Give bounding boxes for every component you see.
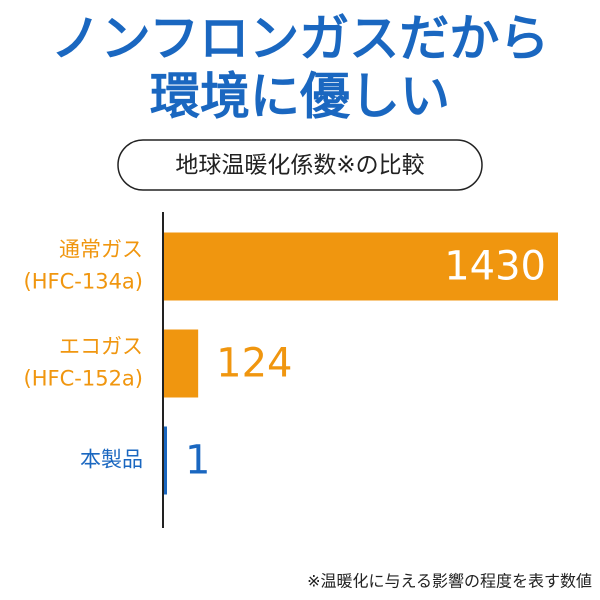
category-label: 本製品 xyxy=(80,448,143,472)
value-label: 1430 xyxy=(444,244,546,290)
chart-title: 環境に優しい xyxy=(150,68,450,126)
category-label: 通常ガス xyxy=(59,238,143,262)
bar xyxy=(164,329,199,398)
footnote: ※温暖化に与える影響の程度を表す数値 xyxy=(307,572,592,591)
chart-title: ノンフロンガスだから xyxy=(51,10,550,68)
subtitle-box xyxy=(117,139,483,191)
bar xyxy=(164,232,558,301)
category-label: (HFC-134a) xyxy=(24,270,143,294)
category-label: (HFC-152a) xyxy=(24,367,143,391)
value-label: 124 xyxy=(216,341,292,387)
category-label: エコガス xyxy=(59,335,143,359)
value-label: 1 xyxy=(185,438,210,484)
subtitle: 地球温暖化係数※の比較 xyxy=(175,153,424,179)
bar xyxy=(164,426,167,495)
